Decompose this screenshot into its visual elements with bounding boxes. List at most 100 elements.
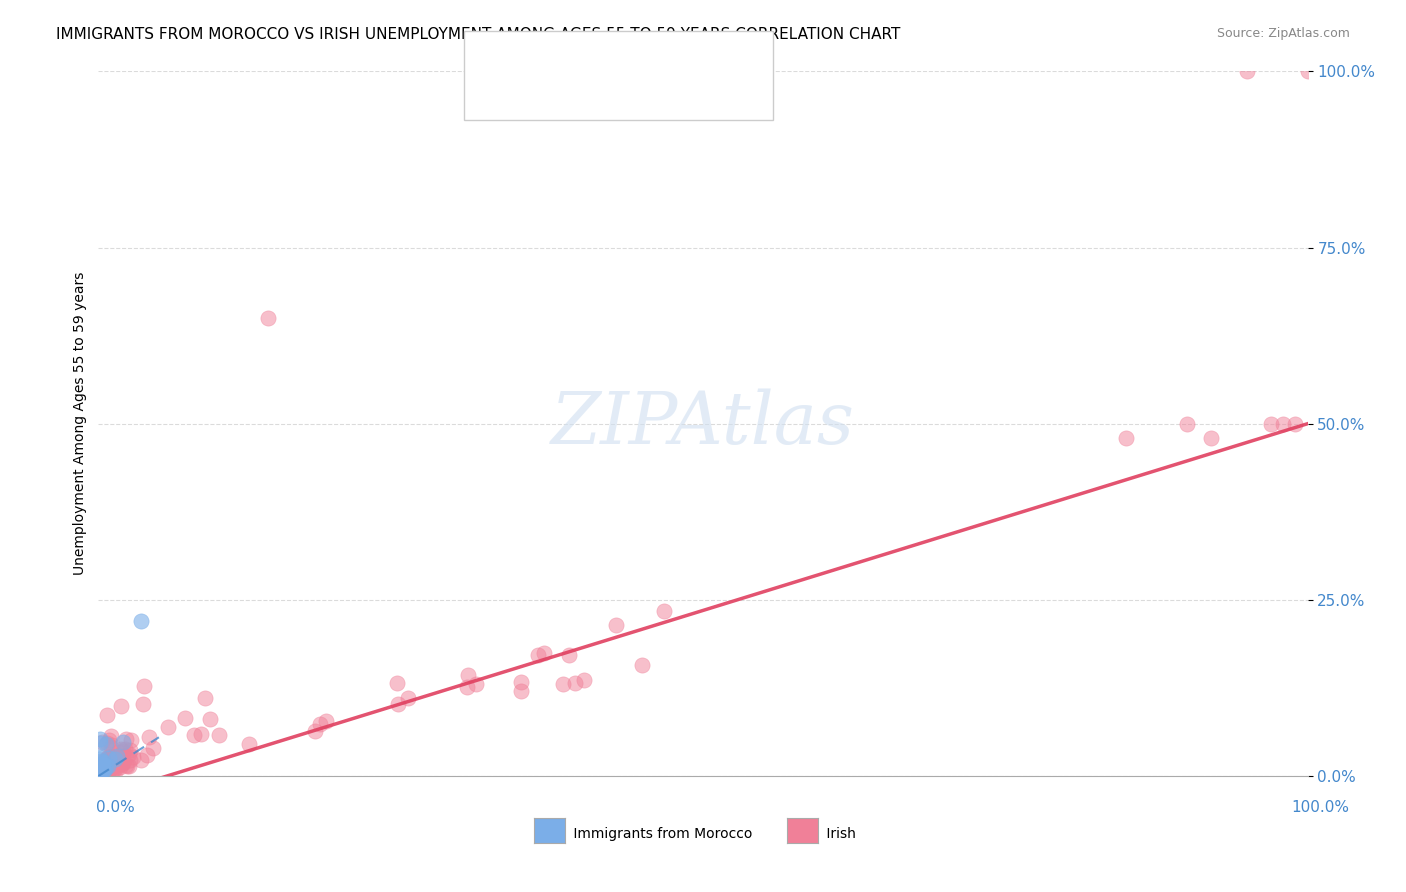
Point [97, 760, 120, 774]
Point [157, 720, 180, 734]
Point [101, 763, 124, 777]
Point [89, 750, 111, 764]
Point [564, 676, 586, 690]
Point [89, 736, 111, 750]
Point [93, 763, 115, 777]
Point [652, 603, 675, 617]
Point [1115, 431, 1137, 445]
Point [1260, 417, 1282, 431]
Point [104, 752, 127, 766]
Point [90, 758, 112, 772]
Text: Immigrants from Morocco: Immigrants from Morocco [534, 828, 752, 841]
Point [387, 698, 409, 712]
Point [89, 761, 111, 775]
Point [110, 757, 132, 772]
Point [533, 646, 555, 660]
Point [100, 748, 122, 763]
Point [1199, 431, 1222, 445]
Point [118, 742, 141, 756]
Text: Source: ZipAtlas.com: Source: ZipAtlas.com [1216, 27, 1350, 40]
Point [111, 744, 134, 758]
Point [96, 763, 118, 777]
Point [101, 759, 124, 773]
Point [111, 756, 134, 771]
Text: ZIPAtlas: ZIPAtlas [551, 388, 855, 459]
Point [108, 760, 131, 774]
Point [101, 739, 124, 753]
Point [89, 762, 111, 776]
Point [208, 728, 231, 742]
Point [104, 756, 127, 771]
Text: N = 103: N = 103 [633, 91, 700, 105]
Point [97, 749, 120, 764]
Point [96, 708, 118, 723]
Point [129, 614, 152, 628]
Point [108, 751, 131, 765]
Point [115, 748, 138, 763]
Point [104, 756, 127, 771]
Point [89, 767, 111, 781]
Point [134, 679, 156, 693]
Point [107, 745, 129, 759]
Point [93, 755, 115, 769]
Point [1236, 64, 1258, 78]
Point [118, 747, 141, 761]
Point [87, 766, 110, 780]
Point [89, 762, 111, 776]
Point [94, 762, 117, 776]
Point [100, 752, 122, 766]
Text: Irish: Irish [787, 828, 856, 841]
Point [97, 733, 120, 747]
Point [103, 752, 125, 766]
Text: R = 0.403: R = 0.403 [506, 50, 582, 64]
Point [194, 691, 217, 706]
Point [100, 740, 122, 755]
Point [101, 753, 124, 767]
Point [551, 677, 574, 691]
Point [107, 753, 129, 767]
Point [94, 758, 117, 772]
Point [90, 764, 112, 778]
Point [120, 733, 142, 747]
Point [91, 757, 114, 772]
Point [90, 735, 112, 749]
Point [89, 764, 111, 778]
Point [605, 617, 627, 632]
Point [509, 675, 531, 690]
Point [174, 711, 197, 725]
Point [98, 764, 121, 778]
Point [105, 756, 128, 771]
Point [142, 740, 165, 755]
Point [526, 648, 548, 663]
Point [309, 717, 332, 731]
Point [90, 762, 112, 776]
Point [105, 764, 128, 778]
Point [90, 754, 112, 768]
Text: N = 26: N = 26 [633, 50, 690, 64]
Point [1272, 417, 1295, 431]
Text: IMMIGRANTS FROM MOROCCO VS IRISH UNEMPLOYMENT AMONG AGES 55 TO 59 YEARS CORRELAT: IMMIGRANTS FROM MOROCCO VS IRISH UNEMPLO… [56, 27, 901, 42]
Point [190, 727, 212, 741]
Point [457, 667, 479, 681]
Text: 0.0%: 0.0% [96, 800, 135, 814]
Point [96, 751, 118, 765]
Point [558, 648, 581, 662]
Point [118, 759, 141, 773]
Point [90, 756, 112, 771]
Point [114, 742, 136, 756]
Point [107, 749, 129, 764]
Point [117, 758, 139, 772]
Point [98, 751, 121, 765]
Point [396, 690, 419, 705]
Text: R = 0.668: R = 0.668 [506, 91, 583, 105]
Point [631, 658, 654, 673]
Point [122, 750, 145, 764]
Point [456, 681, 478, 695]
Point [114, 732, 136, 747]
Point [315, 714, 337, 728]
Point [118, 753, 141, 767]
Point [129, 753, 152, 767]
Point [100, 761, 122, 775]
Point [105, 758, 128, 772]
Point [89, 752, 111, 766]
